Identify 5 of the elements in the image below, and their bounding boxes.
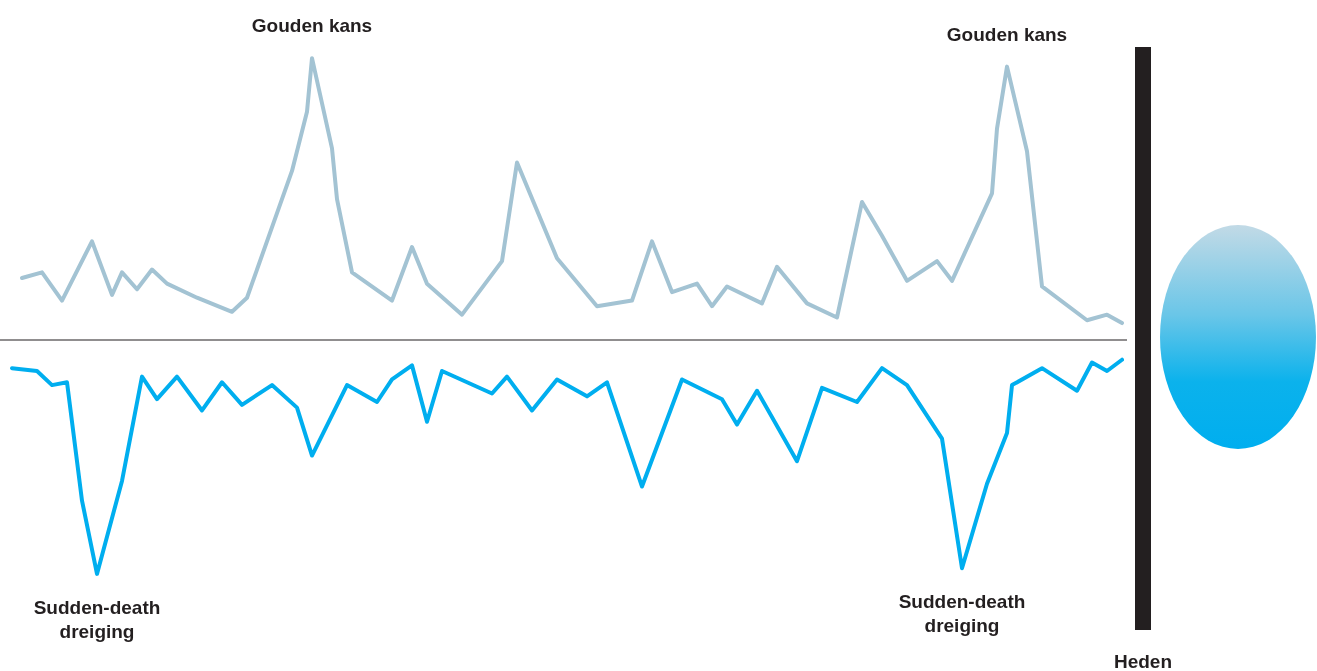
text: Heden [1113,651,1173,671]
text: Gouden kans [251,15,373,37]
text: Sudden-death dreiging [33,596,161,642]
text: Sudden-death dreiging [898,591,1026,637]
text: Gouden kans [946,23,1068,45]
